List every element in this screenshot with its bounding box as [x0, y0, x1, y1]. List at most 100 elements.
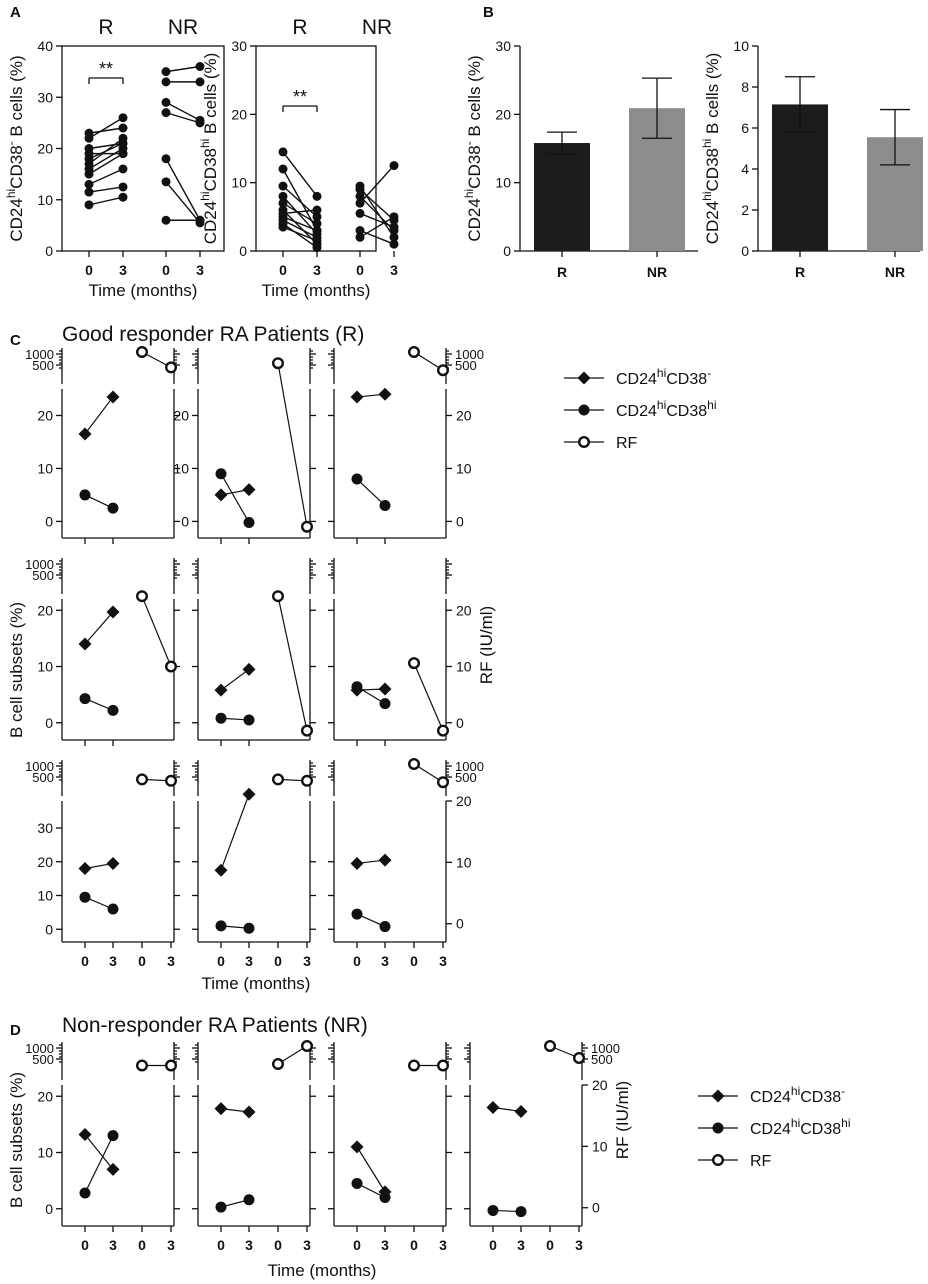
label-superscript: hi [657, 366, 666, 380]
dot-marker [243, 516, 255, 528]
label-text: CD24 [703, 201, 722, 244]
rf-marker [164, 774, 177, 787]
label-text: B cells (%) [7, 55, 26, 141]
data-line [88, 168, 124, 186]
data-point [355, 191, 365, 201]
y-tick-label-right: 20 [456, 407, 472, 423]
data-line [282, 226, 318, 242]
legend-open-circle-marker [712, 1153, 725, 1166]
x-axis-label: Time (months) [202, 974, 311, 993]
series-line-cd38neg [220, 668, 250, 691]
legend-label-cd38neg: CD24hiCD38- [750, 1084, 845, 1106]
diamond-marker [242, 1105, 256, 1119]
dot-marker [379, 500, 391, 512]
x-tick-label: 0 [353, 953, 361, 969]
data-line [88, 186, 124, 193]
dot-marker [351, 473, 363, 485]
dot-marker [79, 693, 91, 705]
x-tick-label: 0 [81, 1237, 89, 1253]
diamond-marker [214, 1102, 228, 1116]
x-tick-label: 0 [410, 1237, 418, 1253]
label-text: B cells (%) [703, 53, 722, 139]
x-tick-label: 3 [390, 262, 398, 278]
data-point [312, 212, 322, 222]
x-tick-label: 0 [138, 953, 146, 969]
patient-plot [192, 558, 316, 746]
rf-marker [272, 773, 285, 786]
data-point [118, 149, 128, 159]
data-line [88, 196, 124, 206]
y-tick-label: 10 [37, 888, 53, 904]
data-line [165, 101, 201, 121]
data-point [278, 222, 288, 232]
x-tick-label: 3 [109, 953, 117, 969]
y-tick-label: 0 [45, 715, 53, 731]
significance-label: ** [99, 59, 113, 79]
label-text: B cells (%) [465, 55, 484, 141]
diamond-marker [350, 390, 364, 404]
series-line-cd38neg [84, 396, 114, 435]
data-point [389, 239, 399, 249]
panel-letter-a: A [10, 4, 21, 21]
data-line [282, 209, 318, 215]
bar-chart-B1: 0 10 20 30 CD24hiCD38- B cells (%) R NR [462, 38, 698, 280]
dot-marker [351, 1177, 363, 1189]
data-line [88, 142, 124, 150]
legend-label-cd38hi: CD24hiCD38hi [616, 398, 717, 420]
rf-marker [408, 346, 421, 359]
patient-plot: 0 10 20 [173, 348, 316, 544]
diamond-marker [350, 856, 364, 870]
label-text: B cells (%) [201, 53, 220, 139]
data-point [355, 208, 365, 218]
rf-marker [272, 1057, 285, 1070]
y-tick-label: 30 [231, 38, 247, 54]
x-tick-label: 0 [410, 953, 418, 969]
label-text: CD24 [201, 201, 220, 244]
data-point [312, 243, 322, 253]
label-superscript: hi [791, 1084, 800, 1098]
x-tick-label: 0 [138, 1237, 146, 1253]
label-superscript: hi [198, 191, 212, 200]
rf-tick-label: 500 [32, 568, 54, 583]
x-tick-label: 0 [85, 262, 93, 278]
legend-label-cd38neg: CD24hiCD38- [616, 366, 711, 388]
x-tick-label: 3 [303, 1237, 311, 1253]
y-tick-label-right: 10 [456, 460, 472, 476]
x-tick-label: 0 [81, 953, 89, 969]
data-point [278, 198, 288, 208]
y-tick-label: 0 [45, 243, 53, 259]
y-tick-label: 30 [37, 89, 53, 105]
label-text: RF (IU/ml) [477, 606, 496, 684]
legend-dot-marker [712, 1122, 724, 1134]
y-tick-label-right: 0 [456, 916, 464, 932]
diamond-marker [214, 488, 228, 502]
diamond-marker [78, 1128, 92, 1141]
data-point [118, 123, 128, 133]
label-superscript: hi [791, 1116, 800, 1130]
label-text: CD38 [666, 371, 707, 388]
x-tick-label: 3 [517, 1237, 525, 1253]
panel-letter-b: B [483, 4, 494, 21]
y-tick-label-right: 0 [456, 513, 464, 529]
data-point [161, 67, 171, 77]
legend-open-circle-marker [578, 436, 591, 449]
dot-marker [79, 891, 91, 903]
y-tick-label-right: 10 [456, 659, 472, 675]
x-tick-label: 0 [356, 262, 364, 278]
dot-marker [107, 502, 119, 514]
label-text: CD24 [465, 198, 484, 241]
series-line-cd38neg [220, 794, 250, 871]
y-tick-label: 20 [231, 106, 247, 122]
dot-marker [243, 1194, 255, 1206]
y-tick-label: 20 [37, 141, 53, 157]
diamond-marker [242, 662, 256, 676]
x-tick-label: 0 [279, 262, 287, 278]
dot-marker [79, 1187, 91, 1199]
y-axis-label: CD24hiCD38- B cells (%) [462, 55, 484, 241]
diamond-marker [214, 683, 228, 697]
